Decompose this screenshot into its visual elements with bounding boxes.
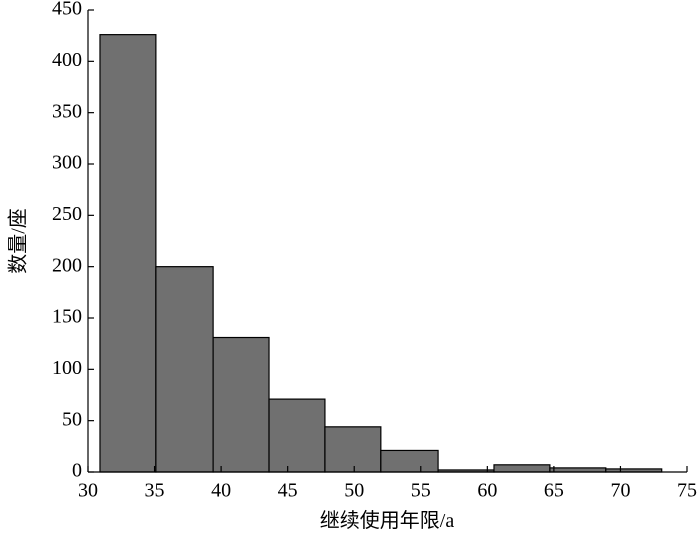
x-tick-label: 60 — [477, 480, 497, 502]
x-tick-label: 70 — [610, 480, 630, 502]
x-tick-label: 75 — [677, 480, 697, 502]
x-tick-label: 45 — [278, 480, 298, 502]
y-tick-label: 0 — [72, 460, 82, 482]
x-tick-label: 65 — [544, 480, 564, 502]
bar — [380, 449, 439, 473]
x-tick-label: 40 — [211, 480, 231, 502]
y-axis-label: 数量/座 — [7, 208, 30, 274]
bar — [155, 266, 214, 473]
y-tick-label: 50 — [62, 408, 82, 430]
y-tick-label: 300 — [52, 152, 82, 174]
bar — [324, 426, 382, 473]
y-tick-label: 200 — [52, 254, 82, 276]
y-tick-label: 150 — [52, 306, 82, 328]
bar — [212, 336, 270, 473]
y-tick-label: 400 — [52, 49, 82, 71]
y-tick-label: 250 — [52, 203, 82, 225]
bar — [268, 398, 326, 473]
x-tick-label: 55 — [411, 480, 431, 502]
bar — [549, 467, 607, 473]
y-tick-label: 350 — [52, 100, 82, 122]
x-tick-label: 50 — [344, 480, 364, 502]
x-tick-label: 35 — [145, 480, 165, 502]
y-tick-label: 100 — [52, 357, 82, 379]
bar — [493, 464, 551, 473]
x-tick-label: 30 — [78, 480, 98, 502]
x-axis-label: 继续使用年限/a — [320, 509, 455, 532]
y-tick-label: 450 — [52, 0, 82, 20]
bar — [99, 34, 157, 473]
